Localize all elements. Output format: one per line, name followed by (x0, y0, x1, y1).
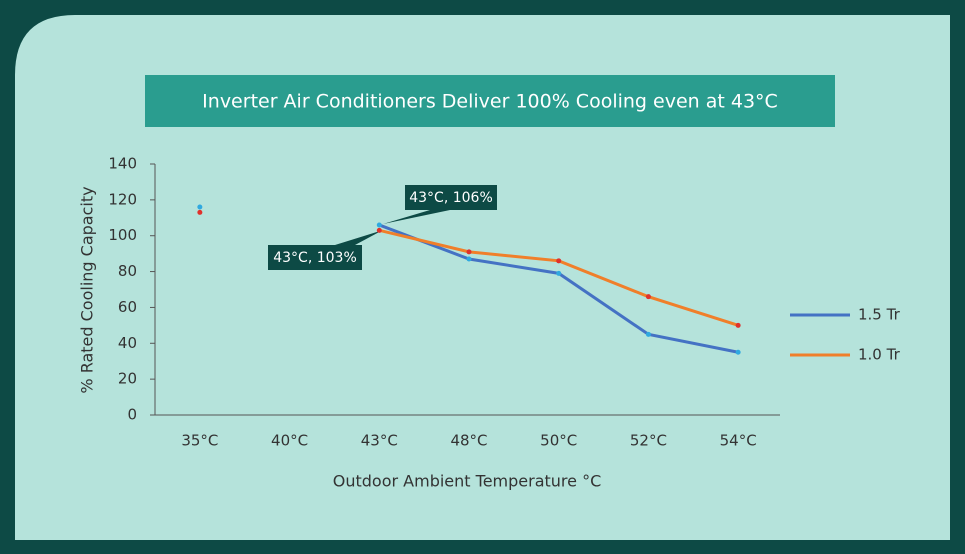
x-tick-label: 40°C (271, 432, 308, 450)
annotation-pointer (335, 230, 383, 245)
point (735, 322, 741, 328)
x-tick-label: 52°C (630, 432, 667, 450)
x-tick-label: 50°C (540, 432, 577, 450)
y-tick-label: 80 (118, 262, 137, 280)
point (645, 294, 651, 300)
y-tick-label: 60 (118, 298, 137, 316)
legend-label: 1.5 Tr (858, 306, 901, 324)
point (556, 258, 562, 264)
y-tick-label: 120 (108, 190, 137, 208)
y-tick-label: 100 (108, 226, 137, 244)
x-tick-label: 54°C (720, 432, 757, 450)
point (466, 256, 472, 262)
y-tick-label: 40 (118, 334, 137, 352)
point (376, 222, 382, 228)
point (197, 209, 203, 215)
point (197, 204, 203, 210)
x-tick-label: 43°C (361, 432, 398, 450)
annotation-box (268, 245, 362, 270)
annotation: 43°C, 106% (409, 190, 493, 206)
annotation-pointer (383, 210, 450, 224)
y-tick-label: 20 (118, 370, 137, 388)
chart-title: Inverter Air Conditioners Deliver 100% C… (202, 91, 778, 113)
y-tick-label: 140 (108, 155, 137, 173)
title-box (145, 75, 835, 127)
y-axis-label: % Rated Cooling Capacity (78, 186, 97, 393)
x-tick-label: 48°C (450, 432, 487, 450)
panel (15, 15, 950, 540)
point (376, 227, 382, 233)
annotation: 43°C, 103% (273, 250, 357, 266)
annotation-box (405, 185, 497, 210)
point (735, 349, 741, 355)
point (645, 331, 651, 337)
y-tick-label: 0 (127, 406, 137, 424)
point (556, 270, 562, 276)
legend-label: 1.0 Tr (858, 346, 901, 364)
point (466, 249, 472, 255)
x-tick-label: 35°C (181, 432, 218, 450)
x-axis-label: Outdoor Ambient Temperature °C (333, 472, 602, 491)
